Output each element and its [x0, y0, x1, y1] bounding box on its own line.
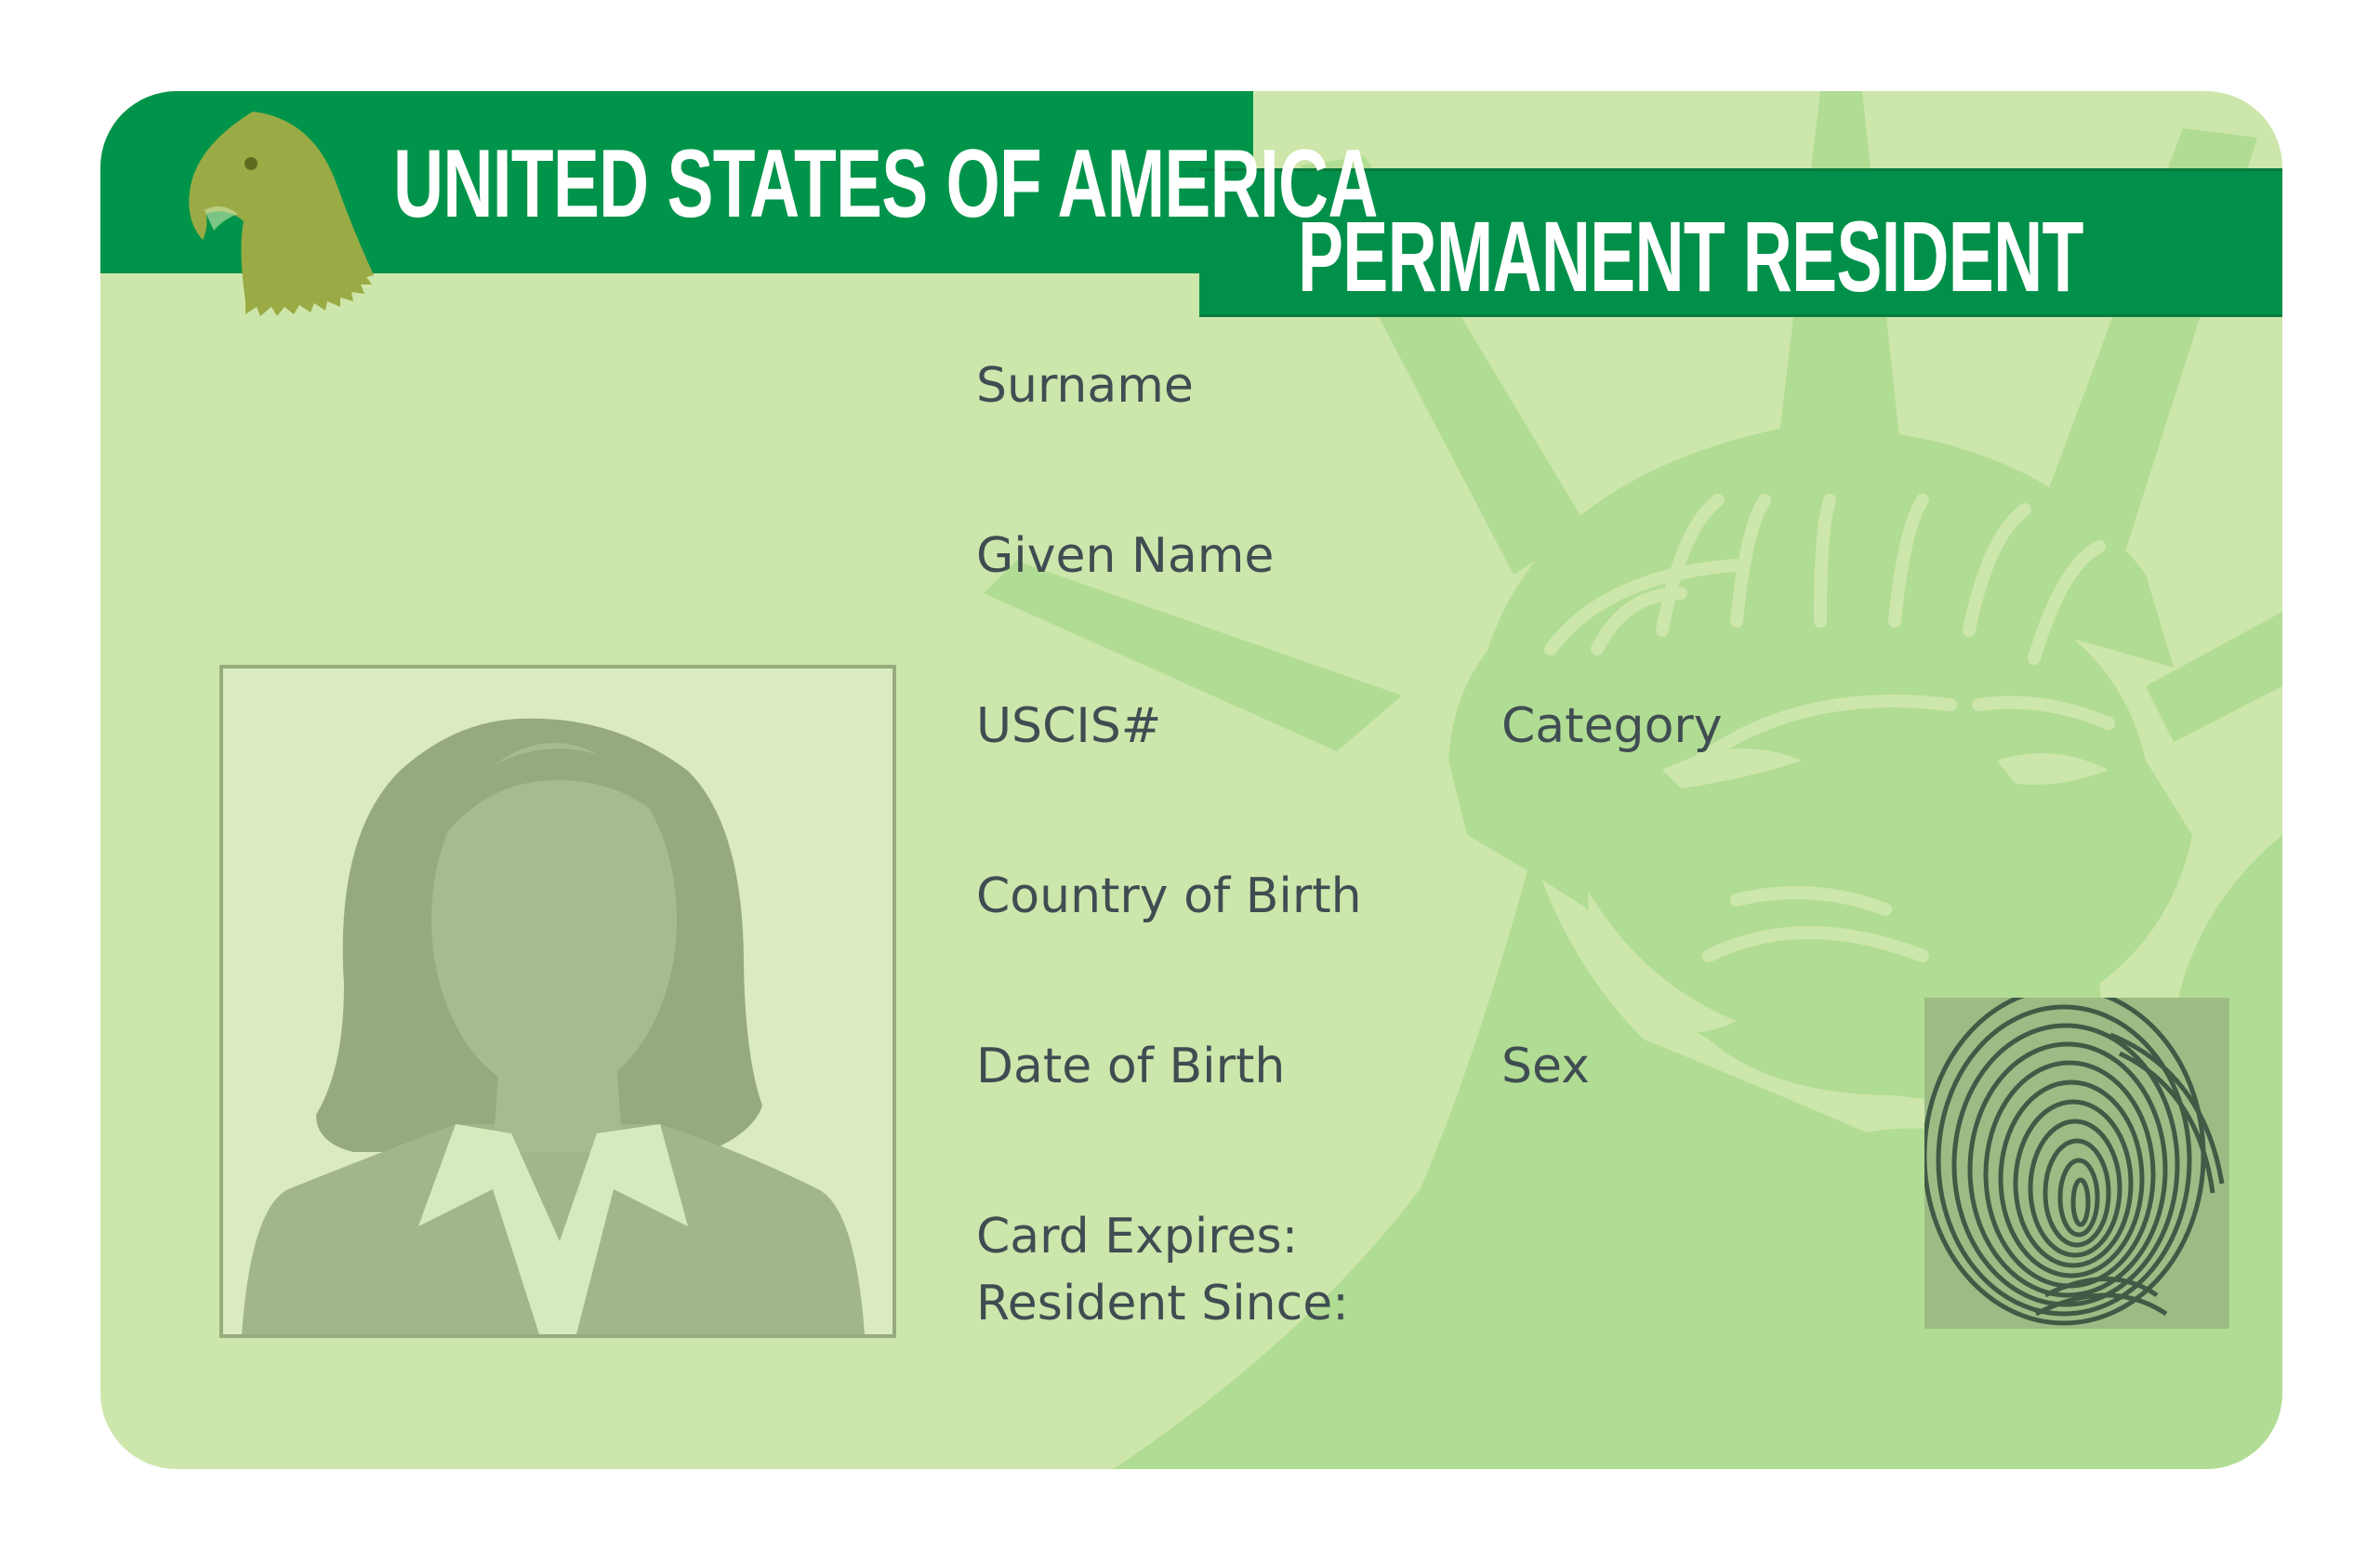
date-of-birth-label: Date of Birth [976, 1039, 1286, 1094]
country-title: UNITED STATES OF AMERICA [393, 130, 1378, 238]
country-of-birth-label: Country of Birth [976, 868, 1362, 924]
eagle-icon [189, 112, 374, 316]
green-card: UNITED STATES OF AMERICA PERMANENT RESID… [100, 91, 2282, 1469]
uscis-number-label: USCIS# [976, 698, 1162, 754]
card-type-band [1199, 168, 2282, 317]
portrait-photo [219, 665, 896, 1338]
fingerprint-icon [1924, 998, 2225, 1326]
given-name-label: Given Name [976, 528, 1275, 584]
portrait-silhouette-icon [242, 718, 865, 1334]
card-expires-label: Card Expires: [976, 1209, 1299, 1265]
surname-label: Surname [976, 358, 1194, 414]
fingerprint-box [1924, 998, 2229, 1329]
sex-label: Sex [1501, 1039, 1590, 1094]
category-label: Category [1501, 698, 1723, 754]
resident-since-label: Resident Since: [976, 1276, 1349, 1331]
card-type-title: PERMANENT RESIDENT [1298, 200, 2083, 312]
